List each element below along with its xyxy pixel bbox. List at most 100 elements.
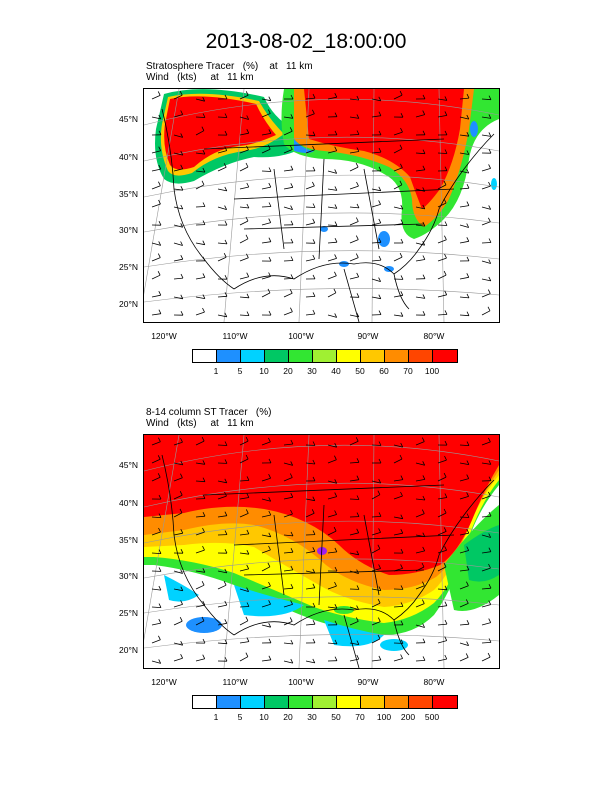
colorbar-label: 100 (376, 712, 392, 722)
wind-barb-flag (466, 256, 470, 262)
wind-barb (261, 477, 271, 482)
colorbar-swatch (217, 350, 241, 362)
wind-barb-flag (268, 532, 272, 537)
wind-barb (217, 642, 228, 645)
wind-barb (261, 113, 271, 118)
panel1-lat-20: 20°N (119, 299, 138, 309)
wind-barb-flag (246, 529, 250, 535)
wind-barb (327, 496, 337, 500)
wind-barb-flag (356, 550, 360, 555)
wind-barb-flag (356, 147, 360, 152)
wind-barb (217, 206, 227, 210)
wind-barb (327, 188, 337, 191)
wind-barb-flag (180, 273, 184, 279)
wind-barb (151, 441, 161, 446)
wind-barb-flag (488, 584, 492, 589)
wind-barb (283, 462, 293, 466)
wind-barb-flag (356, 475, 360, 480)
wind-barb (459, 187, 470, 190)
wind-barb-flag (466, 237, 470, 242)
wind-barb-flag (312, 274, 316, 280)
wind-barb-flag (488, 259, 492, 264)
wind-barb (195, 184, 205, 190)
colorbar-swatch (409, 696, 433, 708)
wind-barb-flag (202, 654, 206, 659)
wind-barb-flag (355, 235, 359, 240)
wind-barb (261, 549, 271, 554)
wind-barb-flag (201, 436, 205, 442)
wind-barb-flag (202, 477, 206, 482)
wind-barb-flag (202, 307, 205, 313)
colorbar-label: 40 (331, 366, 341, 376)
wind-barb (217, 480, 227, 484)
panel2-map (143, 434, 500, 669)
wind-barb (151, 588, 161, 591)
wind-barb-flag (312, 638, 316, 644)
wind-barb-flag (488, 511, 492, 517)
panel1-wind-barbs (151, 90, 492, 318)
wind-barb-flag (246, 311, 250, 316)
wind-barb-flag (487, 289, 491, 294)
wind-barb-flag (246, 476, 250, 481)
wind-barb-flag (224, 491, 227, 497)
panel2-lat-35: 35°N (119, 535, 138, 545)
panel1-lat-30: 30°N (119, 225, 138, 235)
wind-barb-flag (224, 639, 228, 644)
wind-barb-flag (378, 218, 382, 224)
wind-barb (283, 443, 293, 446)
colorbar-label: 20 (283, 712, 293, 722)
wind-barb (349, 239, 359, 244)
wind-barb-flag (356, 312, 360, 318)
colorbar-label: 10 (259, 366, 269, 376)
wind-barb (283, 551, 294, 554)
wind-barb (173, 657, 183, 662)
wind-barb-flag (378, 147, 382, 153)
wind-barb (151, 606, 162, 608)
wind-barb-flag (312, 459, 316, 465)
wind-barb (459, 240, 469, 244)
wind-barb (437, 512, 447, 518)
wind-barb (393, 256, 403, 262)
wind-barb-flag (224, 511, 228, 516)
wind-barb-flag (421, 562, 425, 568)
wind-barb-flag (422, 311, 426, 316)
wind-barb (459, 642, 469, 646)
wind-barb-flag (466, 565, 470, 571)
colorbar-swatch (241, 350, 265, 362)
wind-barb (173, 570, 183, 574)
wind-barb-flag (421, 509, 425, 514)
wind-barb-flag (158, 130, 162, 135)
wind-barb-flag (201, 126, 205, 131)
wind-barb-flag (400, 312, 404, 317)
wind-barb-flag (488, 437, 491, 443)
wind-barb (261, 659, 271, 662)
wind-barb (459, 532, 469, 536)
wind-barb (239, 656, 249, 662)
wind-barb-flag (400, 639, 404, 644)
wind-barb (239, 220, 249, 226)
wind-barb (305, 550, 315, 554)
panel1-lon-100: 100°W (288, 331, 314, 341)
wind-barb (305, 97, 316, 100)
wind-barb-flag (422, 294, 426, 299)
wind-barb-flag (268, 182, 272, 188)
wind-barb-flag (290, 439, 294, 445)
wind-barb (151, 150, 161, 154)
wind-barb-flag (377, 634, 381, 640)
wind-barb (481, 293, 491, 298)
wind-barb-flag (422, 274, 426, 279)
wind-barb (393, 314, 403, 317)
wind-barb-flag (312, 476, 316, 482)
wind-barb-flag (422, 149, 426, 154)
wind-barb-flag (422, 546, 426, 552)
wind-barb-flag (378, 310, 382, 315)
wind-barb (151, 168, 161, 172)
wind-barb-flag (245, 454, 249, 460)
wind-barb (283, 278, 294, 280)
wind-barb (173, 258, 183, 262)
wind-barb (371, 296, 381, 300)
wind-barb-flag (312, 292, 316, 297)
wind-barb-flag (400, 585, 404, 590)
wind-barb-flag (466, 132, 470, 137)
wind-barb-flag (180, 654, 183, 659)
